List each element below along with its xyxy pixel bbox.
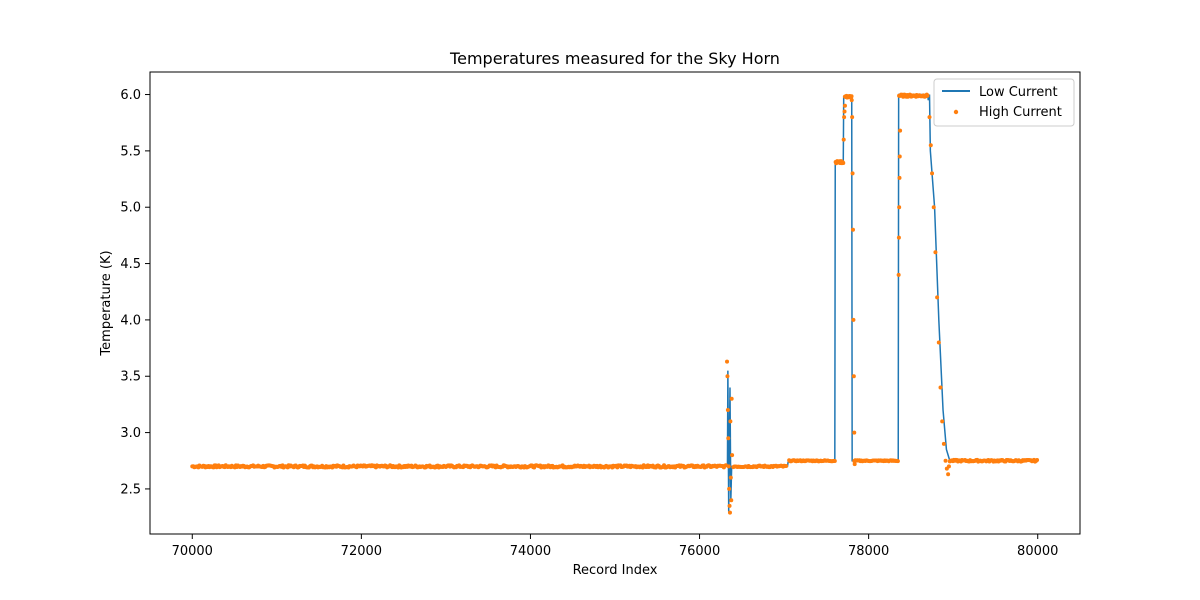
high-current-point (852, 430, 857, 435)
high-current-point (946, 472, 951, 477)
legend-high-current-swatch (953, 109, 959, 115)
x-axis-label: Record Index (573, 563, 658, 578)
legend-low-current-label: Low Current (979, 85, 1058, 100)
high-current-point (851, 374, 856, 379)
y-tick-label: 3.0 (120, 426, 141, 441)
plot-area (190, 92, 1040, 515)
chart-title: Temperatures measured for the Sky Horn (449, 49, 780, 68)
y-tick-label: 2.5 (120, 482, 141, 497)
high-current-point (936, 340, 941, 345)
high-current-point (727, 486, 732, 491)
high-current-point (896, 235, 901, 240)
high-current-point (931, 205, 936, 210)
y-tick-label: 5.0 (120, 201, 141, 216)
high-current-point (728, 475, 733, 480)
high-current-point (730, 453, 735, 458)
high-current-point (850, 115, 855, 120)
high-current-point (940, 419, 945, 424)
legend: Low Current High Current (933, 78, 1075, 127)
axes-frame (149, 71, 1081, 535)
high-current-point (850, 171, 855, 176)
high-current-point (933, 250, 938, 255)
high-current-point (849, 94, 854, 99)
high-current-point (842, 115, 847, 120)
high-current-point (935, 295, 940, 300)
legend-high-current-label: High Current (979, 105, 1062, 120)
high-current-point (784, 464, 789, 469)
high-current-point (946, 464, 951, 469)
high-current-point (852, 462, 857, 467)
x-tick-label: 70000 (172, 544, 213, 559)
high-current-point (895, 459, 900, 464)
high-current-point (925, 93, 930, 98)
high-current-point (841, 161, 846, 166)
high-current-point (930, 171, 935, 176)
high-current-point (725, 374, 730, 379)
high-current-point (898, 128, 903, 133)
y-tick-label: 6.0 (120, 88, 141, 103)
high-current-point (842, 109, 847, 114)
x-axis: 70000 72000 74000 76000 78000 80000 (172, 534, 1058, 559)
high-current-point (725, 359, 730, 364)
high-current-point (842, 103, 847, 108)
high-current-point (1035, 457, 1040, 462)
y-tick-label: 5.5 (120, 144, 141, 159)
x-tick-label: 74000 (510, 544, 551, 559)
high-current-point (729, 498, 734, 503)
y-tick-label: 4.5 (120, 257, 141, 272)
high-current-point (897, 175, 902, 180)
y-axis-label: Temperature (K) (99, 250, 114, 356)
high-current-point (841, 137, 846, 142)
high-current-point (851, 317, 856, 322)
x-tick-label: 80000 (1017, 544, 1058, 559)
high-current-point (727, 503, 732, 508)
high-current-point (725, 408, 730, 413)
y-tick-label: 3.5 (120, 370, 141, 385)
high-current-point (943, 458, 948, 463)
series-high-current-points (190, 92, 1040, 515)
high-current-point (727, 510, 732, 515)
x-tick-label: 78000 (848, 544, 889, 559)
y-axis: 2.5 3.0 3.5 4.0 4.5 5.0 5.5 6.0 (120, 88, 150, 497)
high-current-point (938, 385, 943, 390)
high-current-point (729, 396, 734, 401)
high-current-point (726, 436, 731, 441)
y-tick-label: 4.0 (120, 313, 141, 328)
high-current-point (941, 441, 946, 446)
high-current-point (726, 464, 731, 469)
x-tick-label: 76000 (679, 544, 720, 559)
high-current-point (897, 154, 902, 159)
high-current-point (928, 143, 933, 148)
high-current-point (927, 115, 932, 120)
high-current-point (728, 419, 733, 424)
x-tick-label: 72000 (341, 544, 382, 559)
high-current-point (897, 205, 902, 210)
high-current-point (832, 459, 837, 464)
high-current-point (851, 227, 855, 232)
high-current-point (896, 272, 901, 277)
high-current-point (849, 98, 854, 103)
